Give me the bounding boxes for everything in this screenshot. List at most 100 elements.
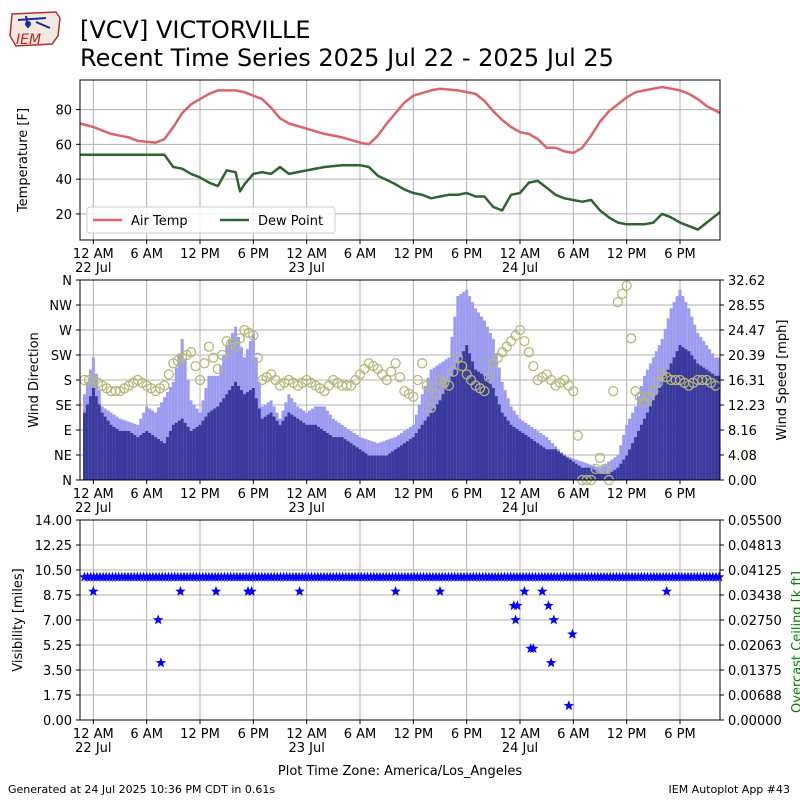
wind-speed-bar bbox=[177, 420, 181, 480]
direction-tick-label: NW bbox=[49, 299, 72, 314]
wind-speed-bar bbox=[201, 420, 205, 480]
wind-speed-bar bbox=[103, 416, 107, 480]
wind-speed-bar bbox=[459, 357, 463, 480]
wind-speed-bar bbox=[577, 465, 581, 480]
x-tick-label: 12 PM bbox=[607, 487, 647, 502]
wind-speed-bar bbox=[447, 381, 451, 480]
wind-speed-bar bbox=[637, 431, 640, 480]
gust-bar bbox=[598, 467, 602, 480]
wind-speed-bar bbox=[168, 431, 172, 480]
iem-logo: IEM bbox=[6, 6, 64, 50]
wind-direction-marker bbox=[421, 380, 432, 391]
visibility-marker bbox=[175, 585, 186, 596]
wind-speed-bar bbox=[231, 386, 235, 480]
direction-tick-label: W bbox=[59, 324, 72, 339]
wind-speed-bar bbox=[557, 451, 560, 480]
wind-speed-bar bbox=[157, 439, 160, 480]
wind-speed-bar bbox=[687, 351, 691, 480]
wind-speed-bar bbox=[678, 345, 682, 480]
speed-tick-label: 12.23 bbox=[728, 399, 765, 414]
gust-bar bbox=[163, 397, 166, 480]
wind-speed-bar bbox=[411, 437, 415, 480]
wind-speed-bar bbox=[450, 375, 454, 480]
wind-speed-bar bbox=[302, 422, 306, 480]
direction-tick-label: N bbox=[62, 274, 72, 289]
wind-direction-marker bbox=[568, 385, 579, 397]
wind-speed-bar bbox=[699, 365, 703, 480]
wind-speed-bar bbox=[352, 445, 356, 480]
gust-bar bbox=[622, 435, 626, 480]
x-tick-date-label: 22 Jul bbox=[75, 261, 111, 276]
wind-speed-bar bbox=[145, 431, 149, 480]
wind-speed-bar bbox=[708, 371, 712, 480]
visibility-marker bbox=[567, 628, 578, 639]
wind-direction-marker bbox=[594, 452, 606, 463]
wind-speed-bar bbox=[130, 433, 134, 480]
wind-speed-bar bbox=[414, 433, 418, 480]
wind-speed-bar bbox=[284, 416, 288, 480]
legend-label-air-temp: Air Temp bbox=[131, 214, 188, 229]
wind-speed-bar bbox=[210, 410, 214, 480]
wind-speed-bar bbox=[127, 431, 131, 480]
wind-speed-bar bbox=[254, 398, 258, 480]
visibility-tick-label: 10.50 bbox=[35, 564, 72, 579]
wind-speed-bar bbox=[485, 379, 489, 480]
ceiling-tick-label: 0.04813 bbox=[728, 539, 782, 554]
wind-speed-bar bbox=[595, 471, 599, 480]
wind-speed-bar bbox=[337, 437, 341, 480]
wind-speed-bar bbox=[589, 467, 593, 480]
wind-direction-marker bbox=[185, 347, 197, 358]
wind-speed-bar bbox=[607, 473, 611, 480]
wind-speed-bar bbox=[260, 418, 264, 480]
ceiling-tick-label: 0.03438 bbox=[728, 589, 782, 604]
wind-direction-marker bbox=[443, 380, 455, 391]
wind-direction-marker bbox=[159, 380, 170, 391]
wind-speed-bar bbox=[320, 428, 323, 480]
wind-speed-bar bbox=[666, 369, 670, 480]
x-tick-label: 6 AM bbox=[130, 247, 163, 262]
wind-speed-bar bbox=[83, 412, 86, 480]
wind-speed-bar bbox=[684, 349, 688, 480]
wind-speed-bar bbox=[299, 420, 303, 480]
wind-speed-bar bbox=[403, 443, 406, 480]
wind-speed-bar bbox=[669, 363, 673, 480]
wind-speed-bar bbox=[471, 361, 475, 480]
y-tick-label: 20 bbox=[55, 208, 72, 223]
wind-direction-marker bbox=[212, 363, 223, 375]
wind-speed-bar bbox=[97, 404, 101, 480]
wind-speed-bar bbox=[376, 455, 380, 480]
wind-speed-bar bbox=[660, 381, 664, 480]
wind-speed-bar bbox=[115, 428, 119, 480]
wind-speed-bar bbox=[583, 467, 587, 480]
wind-speed-bar bbox=[462, 351, 466, 480]
wind-speed-bar bbox=[370, 455, 374, 480]
wind-speed-bar bbox=[551, 449, 555, 480]
x-tick-label: 6 AM bbox=[557, 487, 590, 502]
wind-speed-bar bbox=[675, 351, 679, 480]
wind-speed-bar bbox=[243, 394, 246, 480]
wind-speed-bar bbox=[305, 424, 309, 480]
wind-direction-marker bbox=[190, 360, 201, 372]
wind-speed-bar bbox=[518, 431, 522, 480]
wind-direction-marker bbox=[612, 297, 623, 308]
wind-speed-bar bbox=[468, 353, 472, 480]
wind-direction-marker bbox=[381, 374, 392, 386]
gust-bar bbox=[625, 424, 629, 480]
visibility-tick-label: 0.00 bbox=[43, 714, 72, 729]
wind-speed-bar bbox=[503, 416, 507, 480]
wind-speed-bar bbox=[536, 443, 540, 480]
wind-speed-bar bbox=[586, 467, 590, 480]
wind-direction-marker bbox=[652, 377, 663, 388]
wind-direction-marker bbox=[617, 288, 628, 300]
direction-tick-label: E bbox=[64, 424, 72, 439]
wind-speed-bar bbox=[121, 431, 125, 480]
x-tick-label: 12 PM bbox=[393, 727, 433, 742]
wind-speed-bar bbox=[539, 445, 543, 480]
x-tick-label: 6 AM bbox=[344, 727, 377, 742]
visibility-marker bbox=[246, 585, 257, 596]
wind-speed-bar bbox=[435, 404, 439, 480]
wind-speed-bar bbox=[287, 412, 291, 480]
wind-speed-bar bbox=[628, 449, 632, 480]
wind-speed-bar bbox=[530, 439, 534, 480]
